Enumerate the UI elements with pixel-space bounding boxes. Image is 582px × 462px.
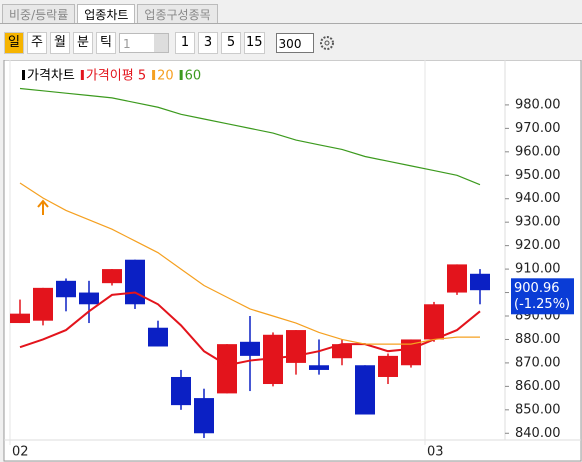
legend-label: 60: [185, 69, 202, 84]
candle-body: [355, 365, 375, 415]
candle-body: [10, 313, 30, 324]
interval-button[interactable]: 15: [244, 32, 265, 54]
candle-body: [309, 365, 329, 370]
tab[interactable]: 비중/등락률: [2, 4, 76, 23]
interval-button[interactable]: 3: [198, 32, 218, 54]
candle-body: [194, 398, 214, 434]
y-tick-label: 970.00: [515, 121, 561, 136]
y-tick-label: 870.00: [515, 355, 561, 370]
candle-body: [470, 273, 490, 291]
legend-swatch: [152, 70, 156, 80]
y-tick-label: 850.00: [515, 402, 561, 417]
candle-body: [56, 280, 76, 298]
count-input[interactable]: 300: [275, 33, 314, 53]
candle-body: [125, 259, 145, 305]
period-button[interactable]: 분: [73, 32, 93, 54]
candle-body: [102, 269, 122, 284]
legend-swatch: [179, 70, 183, 80]
period-button[interactable]: 주: [27, 32, 47, 54]
legend-swatch: [80, 70, 84, 80]
chart: 840.00850.00860.00870.00880.00890.00900.…: [3, 60, 582, 462]
candle-body: [240, 341, 260, 356]
interval-button[interactable]: 1: [175, 32, 195, 54]
y-tick-label: 940.00: [515, 191, 561, 206]
legend-label: 가격이평 5: [86, 69, 146, 84]
price-change: (-1.25%): [514, 297, 570, 312]
candle-body: [263, 334, 283, 385]
period-button[interactable]: 일: [4, 32, 24, 54]
tab-bar: 비중/등락률 업종차트 업종구성종목: [0, 0, 582, 24]
legend-label: 가격차트: [27, 69, 75, 84]
candle-body: [378, 355, 398, 377]
period-button[interactable]: 틱: [96, 32, 116, 54]
y-tick-label: 980.00: [515, 97, 561, 112]
signal-arrow: [37, 199, 49, 215]
candle-body: [79, 292, 99, 305]
tab[interactable]: 업종구성종목: [137, 4, 218, 23]
last-price: 900.96: [514, 281, 560, 296]
settings-icon[interactable]: [317, 33, 337, 53]
candle-body: [33, 287, 53, 321]
y-tick-label: 880.00: [515, 332, 561, 347]
y-tick-label: 910.00: [515, 262, 561, 277]
candle-body: [447, 264, 467, 293]
legend-label: 20: [157, 69, 174, 84]
y-tick-label: 920.00: [515, 238, 561, 253]
moving-average-line: [19, 87, 481, 186]
y-tick-label: 960.00: [515, 144, 561, 159]
candle-body: [171, 376, 191, 406]
last-price-box: [511, 278, 574, 315]
toolbar: 일 주 월 분 틱 1 1 3 5 15 300: [0, 30, 337, 56]
y-tick-label: 860.00: [515, 379, 561, 394]
candle-body: [148, 327, 168, 347]
candle-body: [424, 304, 444, 340]
dropdown[interactable]: 1: [119, 33, 169, 53]
x-tick-label: 03: [427, 445, 444, 460]
y-tick-label: 840.00: [515, 426, 561, 441]
period-button[interactable]: 월: [50, 32, 70, 54]
y-tick-label: 950.00: [515, 168, 561, 183]
candle-body: [217, 344, 237, 394]
chart-panel: [3, 60, 582, 462]
candle-body: [332, 344, 352, 359]
moving-average-line: [19, 182, 480, 345]
x-tick-label: 02: [12, 445, 29, 460]
interval-button[interactable]: 5: [221, 32, 241, 54]
candle-body: [286, 330, 306, 363]
tab[interactable]: 업종차트: [77, 4, 136, 23]
y-tick-label: 930.00: [515, 215, 561, 230]
moving-average-line: [19, 291, 481, 367]
legend-swatch: [22, 70, 25, 80]
